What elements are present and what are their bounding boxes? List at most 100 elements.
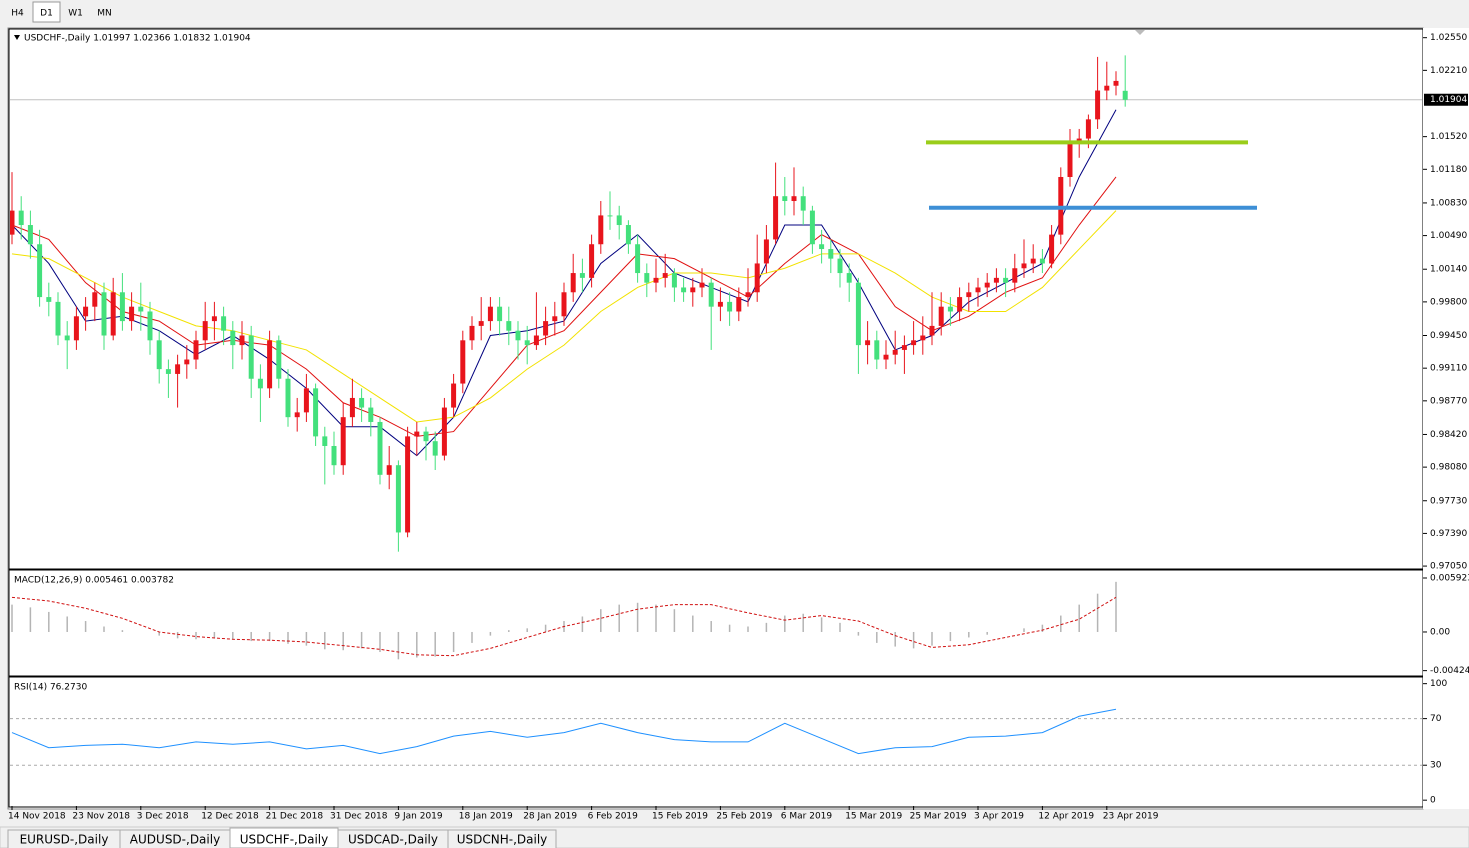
candle-body: [644, 273, 650, 283]
y-tick-label: 0.97730: [1430, 496, 1467, 506]
timeframe-button[interactable]: [32, 1, 61, 23]
candle-body: [671, 273, 677, 288]
candle-body: [221, 316, 227, 331]
candle-body: [165, 369, 171, 374]
timeframe-button[interactable]: [91, 2, 118, 22]
timeframe-label[interactable]: W1: [68, 9, 83, 19]
timeframe-label[interactable]: H4: [11, 9, 24, 19]
candle-body: [497, 306, 503, 322]
x-tick-label: 12 Apr 2019: [1038, 812, 1094, 822]
tab-label[interactable]: USDCNH-,Daily: [457, 833, 548, 847]
candle-body: [874, 340, 880, 360]
x-tick-label: 23 Nov 2018: [72, 812, 130, 822]
candle-body: [349, 397, 355, 418]
candle-body: [73, 316, 79, 341]
y-tick-label: 0.97050: [1430, 562, 1467, 572]
x-tick-label: 15 Mar 2019: [845, 812, 902, 822]
candle-body: [368, 407, 374, 422]
tab-label[interactable]: USDCHF-,Daily: [240, 833, 328, 847]
candle-body: [230, 330, 236, 346]
timeframe-label[interactable]: D1: [40, 9, 53, 19]
candle-body: [101, 292, 107, 336]
candle-body: [1104, 85, 1110, 91]
y-tick-label: 100: [1430, 679, 1447, 689]
candle-body: [257, 378, 263, 389]
candle-body: [202, 321, 208, 341]
timeframe-button[interactable]: [4, 2, 31, 22]
y-tick-label: 0.98770: [1430, 396, 1467, 406]
candle-body: [865, 340, 871, 346]
candle-body: [92, 292, 98, 307]
candle-body: [533, 335, 539, 346]
candle-body: [184, 359, 190, 365]
x-tick-label: 28 Jan 2019: [523, 812, 577, 822]
tab-label[interactable]: EURUSD-,Daily: [20, 833, 109, 847]
candle-body: [119, 292, 125, 322]
last-price-label: 1.01904: [1430, 95, 1467, 105]
candle-body: [147, 311, 153, 341]
candle-body: [405, 436, 411, 533]
timeframe-label[interactable]: MN: [97, 9, 112, 19]
candle-body: [211, 316, 217, 322]
candle-body: [966, 292, 972, 298]
y-tick-label: 0.99800: [1430, 297, 1467, 307]
candle-body: [487, 306, 493, 322]
candle-body: [589, 244, 595, 278]
candle-body: [469, 325, 475, 341]
timeframe-button[interactable]: [62, 2, 89, 22]
y-tick-label: 0.99450: [1430, 331, 1467, 341]
toolbar: [0, 0, 1469, 26]
y-tick-label: 1.00490: [1430, 231, 1467, 241]
candle-body: [359, 397, 365, 408]
y-tick-label: 0.005923: [1430, 573, 1469, 583]
candle-body: [855, 282, 861, 346]
candle-body: [331, 445, 337, 466]
y-tick-label: 1.01180: [1430, 165, 1467, 175]
x-tick-label: 18 Jan 2019: [459, 812, 513, 822]
candle-body: [1003, 277, 1009, 283]
candle-body: [313, 388, 319, 437]
candle-body: [920, 335, 926, 341]
y-tick-label: 1.02210: [1430, 66, 1467, 76]
candle-body: [635, 244, 641, 274]
rsi-plot: [10, 708, 1422, 766]
candle-body: [1030, 258, 1036, 264]
y-tick-label: 30: [1430, 761, 1442, 771]
candle-body: [294, 412, 300, 418]
candle-body: [579, 273, 585, 278]
candle-body: [929, 325, 935, 336]
y-tick-label: 0.98420: [1430, 430, 1467, 440]
candle-body: [1085, 119, 1091, 139]
x-tick-label: 9 Jan 2019: [394, 812, 442, 822]
candle-body: [1122, 90, 1128, 100]
price-plot: [10, 55, 1422, 552]
x-tick-label: 3 Apr 2019: [974, 812, 1024, 822]
candle-body: [303, 388, 309, 413]
candle-body: [754, 263, 760, 293]
candle-body: [975, 287, 981, 293]
chart-title: USDCHF-,Daily 1.01997 1.02366 1.01832 1.…: [24, 34, 251, 44]
x-tick-label: 6 Mar 2019: [781, 812, 833, 822]
candle-body: [1113, 80, 1119, 86]
candle-body: [64, 335, 70, 341]
candle-body: [377, 421, 383, 475]
shift-marker: [1135, 30, 1145, 35]
candle-body: [957, 297, 963, 312]
tab-label[interactable]: AUDUSD-,Daily: [130, 833, 220, 847]
candle-body: [239, 335, 245, 346]
candle-body: [110, 292, 116, 336]
tab-label[interactable]: USDCAD-,Daily: [348, 833, 438, 847]
candle-body: [276, 340, 282, 379]
candle-body: [662, 273, 668, 278]
candle-body: [156, 340, 162, 370]
candle-body: [993, 277, 999, 283]
candle-body: [1067, 143, 1073, 177]
candle-body: [248, 335, 254, 379]
candle-body: [736, 297, 742, 312]
candle-body: [552, 316, 558, 322]
x-tick-label: 12 Dec 2018: [201, 812, 259, 822]
tab[interactable]: [447, 829, 557, 848]
